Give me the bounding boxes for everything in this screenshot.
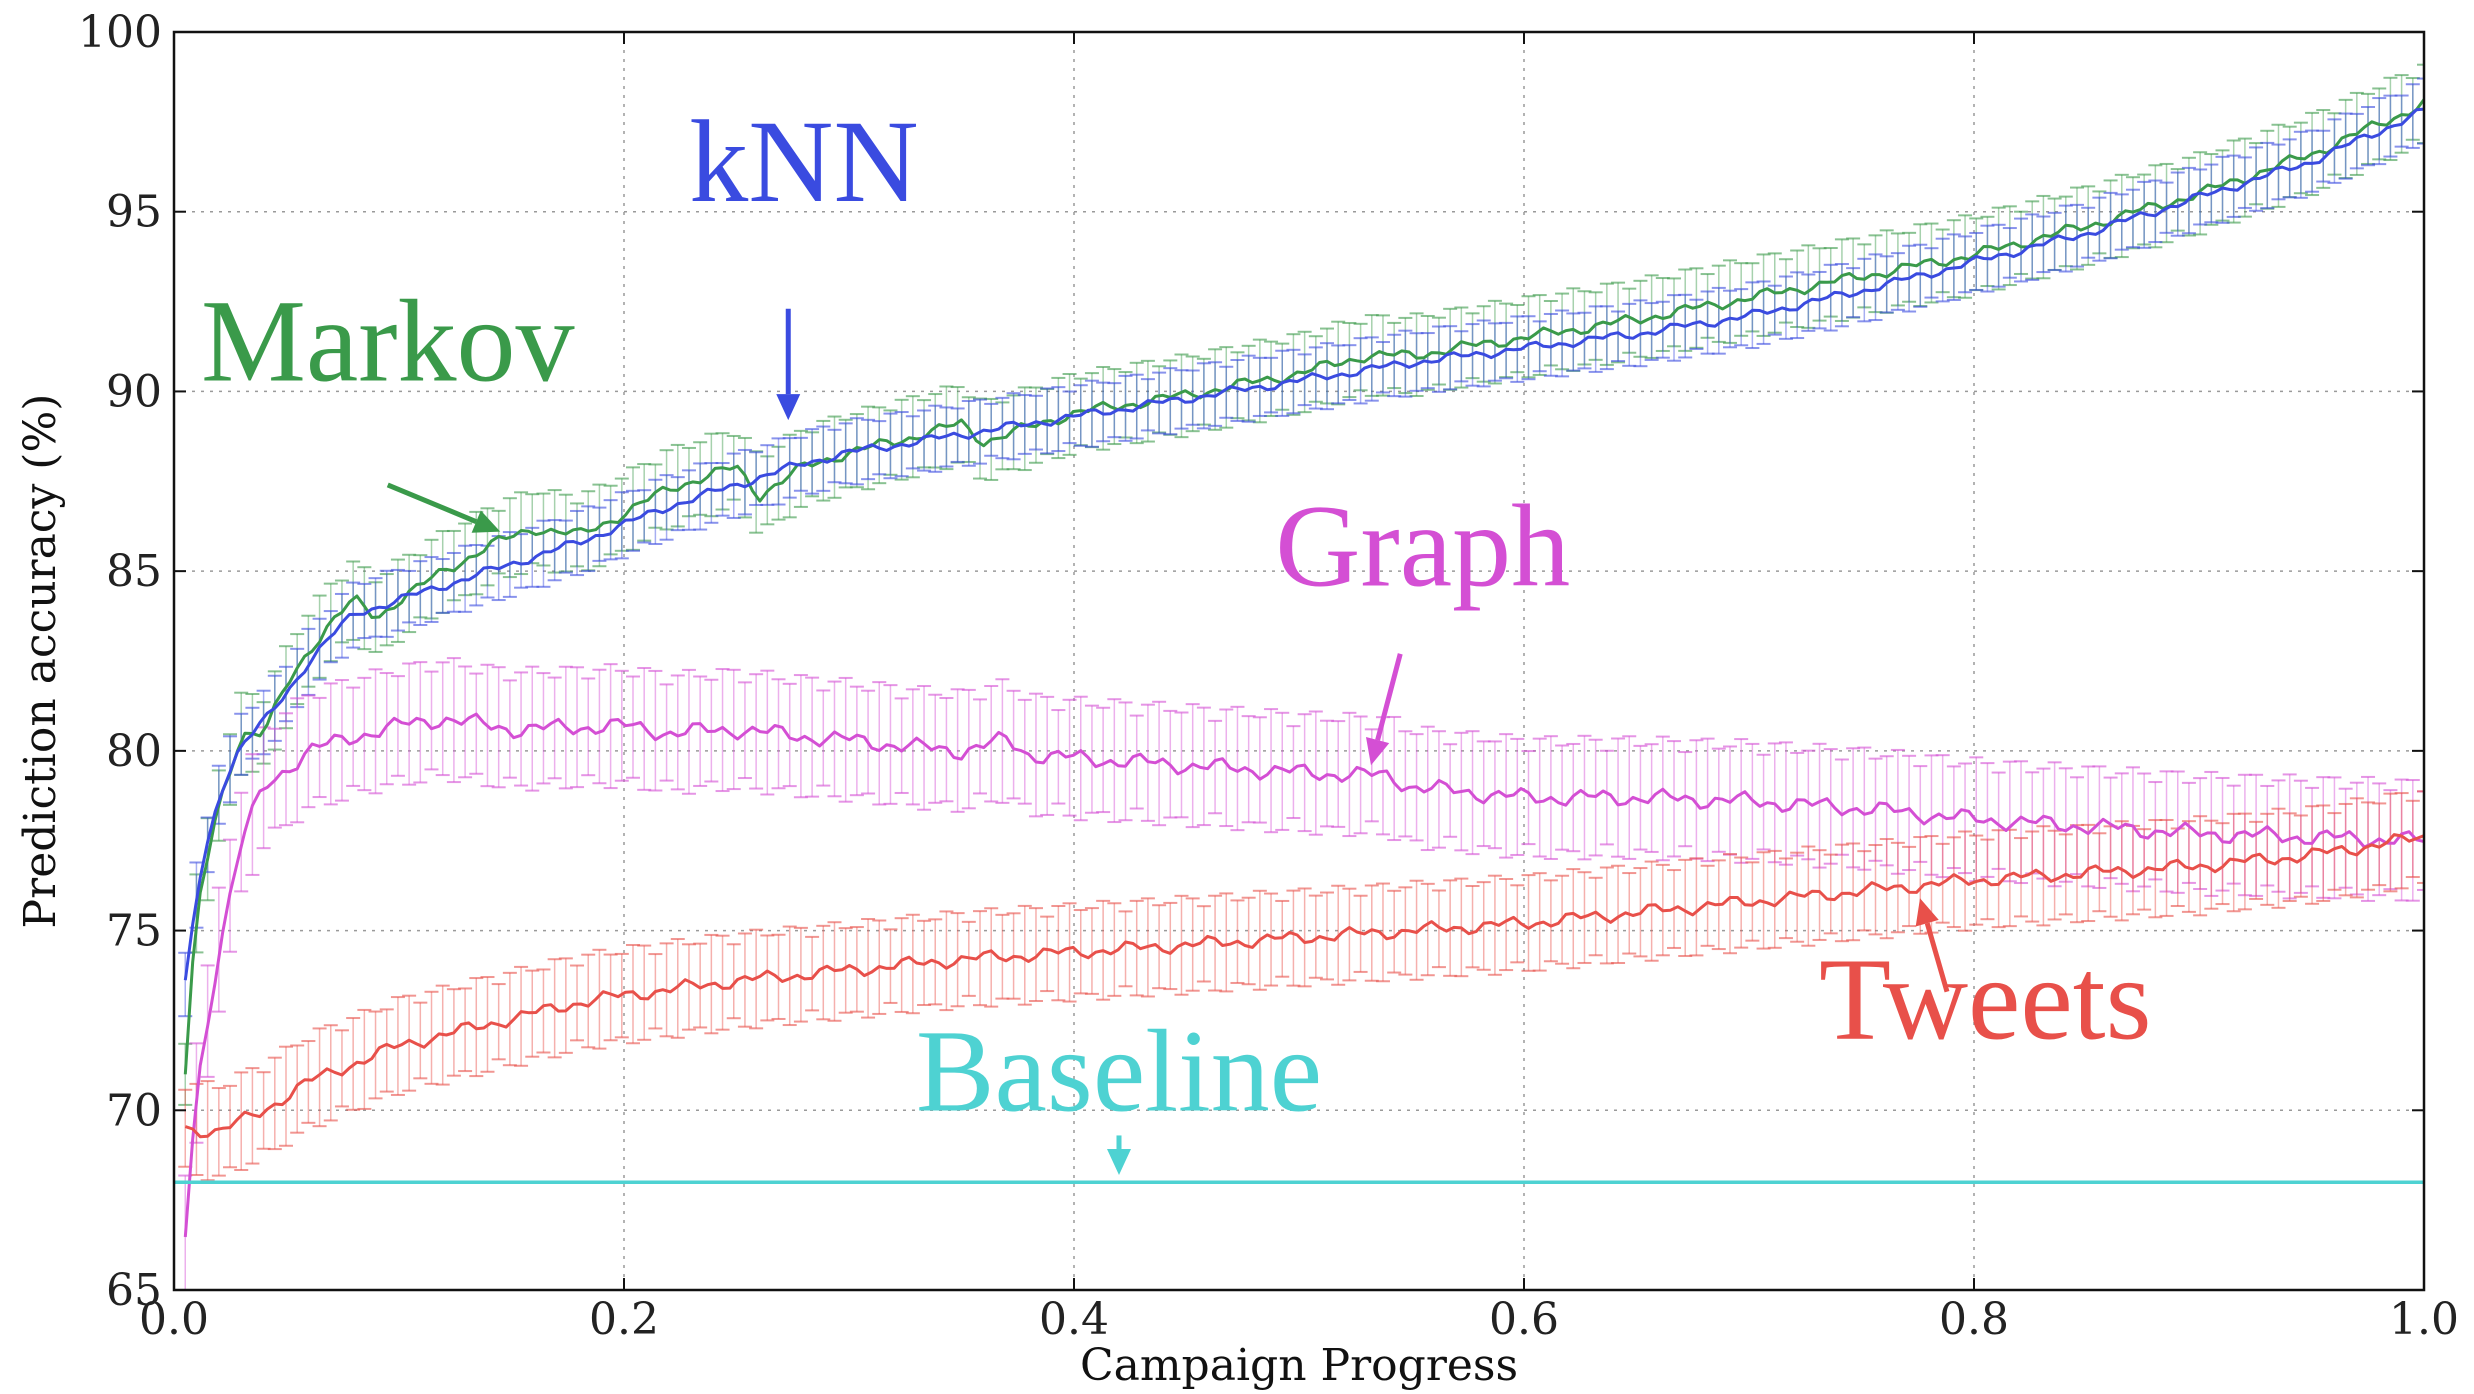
knn-label: kNN	[689, 96, 918, 227]
baseline-label: Baseline	[916, 1005, 1322, 1136]
markov-label: Markov	[201, 276, 575, 407]
knn-line	[183, 107, 2424, 981]
baseline-arrow-head	[1107, 1148, 1131, 1175]
knn-arrow-head	[776, 394, 801, 421]
tweets-line	[184, 833, 2424, 1139]
x-tick-label: 1.0	[2389, 1294, 2459, 1345]
y-tick-label: 100	[78, 7, 162, 58]
markov-arrow-head	[471, 510, 501, 533]
graph-label: Graph	[1275, 481, 1570, 612]
graph-line	[183, 712, 2424, 1238]
x-tick-label: 0.4	[1039, 1294, 1109, 1345]
ticks: 0.0 0.2 0.4 0.6 0.8 1.0 65 70 75 80 85 90 95 100	[78, 7, 2459, 1345]
plot-frame	[172, 30, 2426, 1292]
series-lines	[174, 98, 2424, 1238]
y-axis-label: Prediction accuracy (%)	[15, 394, 66, 929]
graph-arrow-head	[1365, 737, 1390, 766]
graph-arrow-shaft	[1375, 653, 1403, 741]
y-tick-label: 75	[106, 906, 162, 957]
x-tick-label: 0.6	[1489, 1294, 1559, 1345]
tweets-arrow-head	[1915, 898, 1939, 927]
y-tick-label: 90	[106, 366, 162, 417]
y-tick-label: 85	[106, 546, 162, 597]
x-tick-label: 0.8	[1939, 1294, 2009, 1345]
x-axis-label: Campaign Progress	[1080, 1340, 1518, 1391]
y-tick-label: 80	[106, 726, 162, 777]
y-tick-label: 70	[106, 1085, 162, 1136]
x-tick-label: 0.0	[139, 1294, 209, 1345]
error-bars	[178, 63, 2424, 1290]
y-tick-label: 65	[106, 1265, 162, 1316]
tweets-label: Tweets	[1819, 933, 2152, 1064]
tweets-error-bars	[178, 790, 2424, 1182]
graph-error-bars	[178, 657, 2424, 1290]
x-tick-label: 0.2	[589, 1294, 659, 1345]
markov-arrow-shaft	[386, 482, 478, 524]
markov-line	[183, 98, 2424, 1075]
tweets-arrow-shaft	[1924, 922, 1950, 993]
annotations: kNN Markov Graph Tweets Baseline	[201, 96, 2152, 1175]
y-tick-label: 95	[106, 187, 162, 238]
